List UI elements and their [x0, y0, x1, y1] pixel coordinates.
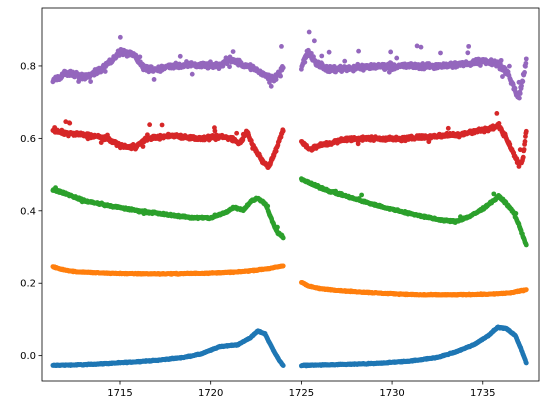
plot-area [42, 8, 539, 381]
data-point [137, 54, 143, 60]
data-point [234, 130, 240, 136]
data-point [102, 69, 108, 74]
data-point [523, 128, 529, 134]
data-point [445, 125, 451, 131]
data-point [268, 83, 274, 89]
data-point [523, 242, 529, 248]
data-point [306, 29, 312, 35]
data-point [311, 38, 317, 44]
data-point [394, 55, 400, 61]
data-point [319, 53, 325, 59]
data-point [302, 59, 308, 65]
series-1 [50, 263, 529, 298]
data-point [67, 120, 73, 126]
data-point [212, 128, 218, 134]
data-point [355, 141, 361, 147]
data-point [151, 77, 157, 82]
data-point [523, 287, 529, 293]
data-point [522, 139, 528, 144]
data-point [342, 58, 348, 64]
data-points [50, 29, 529, 369]
data-point [523, 360, 529, 366]
data-point [520, 154, 526, 160]
data-point [275, 224, 280, 230]
data-point [189, 71, 195, 77]
data-point [230, 49, 236, 54]
data-point [496, 121, 502, 126]
series-4 [50, 29, 529, 101]
data-point [279, 44, 284, 49]
data-point [265, 203, 271, 209]
data-point [513, 211, 519, 216]
data-point [88, 79, 94, 84]
data-point [326, 49, 332, 55]
series-0 [50, 324, 529, 369]
data-point [494, 111, 500, 116]
data-point [280, 65, 286, 71]
data-point [388, 49, 394, 55]
data-point [414, 43, 420, 49]
data-point [159, 122, 165, 128]
data-point [359, 192, 365, 198]
data-point [491, 191, 497, 197]
data-point [278, 73, 283, 79]
data-point [273, 148, 279, 154]
data-point [356, 48, 361, 54]
data-point [227, 64, 232, 70]
series-2 [50, 176, 529, 248]
data-point [117, 34, 123, 40]
data-point [280, 128, 286, 134]
data-point [133, 52, 139, 58]
data-point [426, 139, 432, 145]
data-point [147, 122, 153, 128]
series-3 [50, 111, 529, 170]
data-point [521, 147, 527, 152]
data-point [280, 363, 286, 368]
data-point [418, 44, 424, 50]
data-point [280, 263, 286, 269]
data-point [140, 144, 146, 149]
data-point [177, 53, 183, 59]
data-point [280, 235, 286, 241]
